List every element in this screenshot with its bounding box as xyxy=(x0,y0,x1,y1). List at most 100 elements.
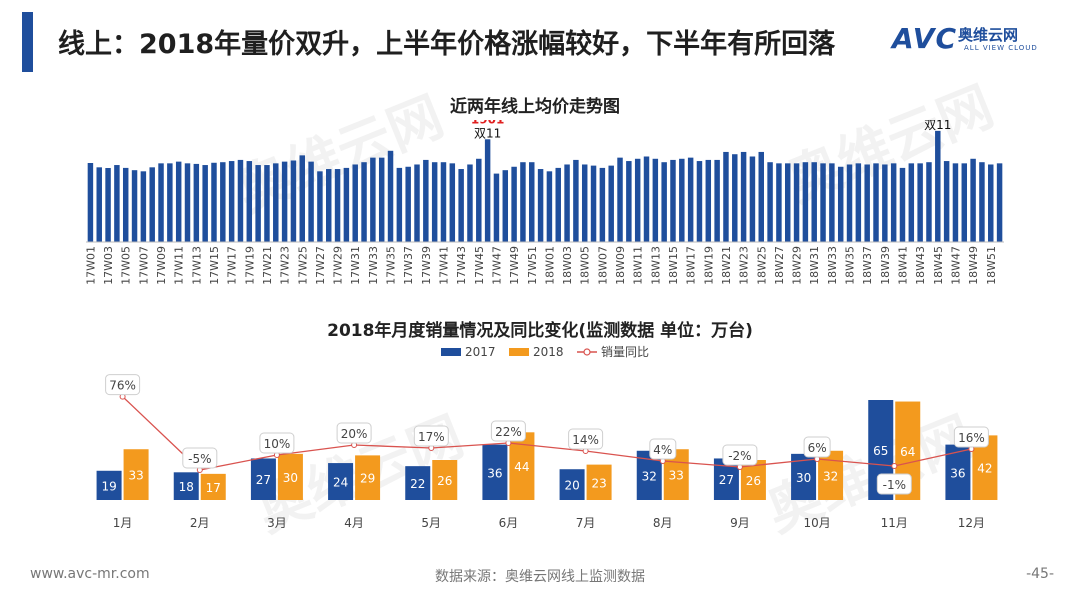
tick-label: 18W31 xyxy=(808,246,821,285)
yoy-label: 22% xyxy=(495,425,522,439)
price-bar xyxy=(431,162,438,242)
price-bar xyxy=(211,162,217,242)
value-label-2018: 33 xyxy=(669,469,684,483)
bar-2017 xyxy=(173,472,199,500)
price-bar xyxy=(290,160,297,242)
tick-label: 17W25 xyxy=(296,246,309,285)
price-bar xyxy=(626,161,632,242)
price-bar xyxy=(740,151,747,242)
bar-2017 xyxy=(96,470,122,500)
value-label-2017: 27 xyxy=(719,473,734,487)
value-label-2017: 32 xyxy=(642,469,657,483)
slide-title: 线上：2018年量价双升，上半年价格涨幅较好，下半年有所回落 xyxy=(58,29,836,60)
value-label-2018: 44 xyxy=(514,460,529,474)
month-label: 1月 xyxy=(113,516,133,530)
value-label-2017: 20 xyxy=(564,479,579,493)
tick-label: 18W41 xyxy=(896,246,909,285)
value-label-2018: 64 xyxy=(900,445,915,459)
yoy-label: 4% xyxy=(653,443,672,457)
tick-label: 18W39 xyxy=(879,246,892,285)
price-bar xyxy=(334,169,341,242)
price-bar xyxy=(749,156,756,242)
yoy-label-box xyxy=(336,422,372,444)
month-label: 3月 xyxy=(267,516,287,530)
price-bar xyxy=(820,163,826,242)
month-label: 12月 xyxy=(958,516,985,530)
price-bar xyxy=(564,164,570,242)
price-bar xyxy=(387,150,394,242)
value-label-2017: 65 xyxy=(873,444,888,458)
value-label-2018: 17 xyxy=(206,481,221,495)
price-bar xyxy=(979,162,985,242)
price-bar xyxy=(255,165,261,242)
price-bar xyxy=(723,151,729,242)
price-bar xyxy=(555,167,561,242)
price-bar xyxy=(237,159,244,242)
month-label: 11月 xyxy=(881,516,908,530)
tick-label: 17W13 xyxy=(190,246,203,285)
price-bar xyxy=(811,162,817,242)
price-bar xyxy=(105,168,111,242)
tick-label: 17W15 xyxy=(208,246,221,285)
tick-label: 17W49 xyxy=(508,246,521,285)
tick-label: 18W11 xyxy=(632,246,645,285)
tick-label: 17W01 xyxy=(84,246,97,285)
yoy-label-box xyxy=(182,447,218,469)
price-bar xyxy=(458,169,464,242)
yoy-line xyxy=(122,396,972,471)
price-bar xyxy=(149,167,155,242)
price-bar xyxy=(864,164,870,242)
tick-label: 17W51 xyxy=(526,246,539,285)
bar-2018 xyxy=(123,449,149,500)
price-bar xyxy=(705,159,712,242)
tick-label: 17W45 xyxy=(473,246,486,285)
yoy-label-box xyxy=(259,432,295,454)
legend-label-2018: 2018 xyxy=(533,345,564,359)
yoy-label-box xyxy=(722,444,758,466)
peak-annotation: 双11 xyxy=(474,126,501,140)
yoy-label: 17% xyxy=(418,430,445,444)
price-bar xyxy=(308,161,314,242)
price-bar xyxy=(634,158,641,242)
monthly-sales-chart: 2017 2018 销量同比 19 33 1月 18 17 2月 27 30 3月 24 29 4月 22 26… xyxy=(96,345,998,530)
yoy-label: 10% xyxy=(264,437,291,451)
price-bar xyxy=(520,162,526,242)
price-bar xyxy=(970,158,976,242)
price-bar xyxy=(617,157,623,242)
yoy-label: 76% xyxy=(109,379,136,393)
price-bar xyxy=(943,161,950,242)
price-bar xyxy=(758,151,764,242)
value-label-2018: 29 xyxy=(360,472,375,486)
price-bar xyxy=(776,163,782,242)
tick-label: 18W45 xyxy=(932,246,945,285)
page-number: -45- xyxy=(1026,566,1054,582)
logo-en-text: ALL VIEW CLOUD xyxy=(964,44,1038,52)
price-bar xyxy=(281,161,288,242)
price-bar xyxy=(696,161,703,242)
bar-2017 xyxy=(559,469,585,500)
tick-label: 18W51 xyxy=(985,246,998,285)
logo-cn-text: 奥维云网 xyxy=(958,26,1019,44)
price-bar xyxy=(829,163,835,242)
chart1-title: 近两年线上均价走势图 xyxy=(450,97,620,117)
value-label-2018: 32 xyxy=(823,469,838,483)
tick-label: 18W49 xyxy=(967,246,980,285)
tick-label: 18W23 xyxy=(738,246,751,285)
price-bar xyxy=(493,173,500,242)
bar-2017 xyxy=(405,466,431,500)
yoy-label-box xyxy=(953,426,989,448)
yoy-label: -1% xyxy=(883,478,906,492)
tick-label: 17W39 xyxy=(420,246,433,285)
tick-label: 17W33 xyxy=(367,246,380,285)
yoy-label-box xyxy=(876,473,912,495)
price-bar xyxy=(326,169,332,242)
value-label-2017: 27 xyxy=(256,473,271,487)
price-bar xyxy=(484,139,491,242)
tick-label: 18W07 xyxy=(596,246,609,285)
price-bar xyxy=(96,167,102,242)
month-label: 2月 xyxy=(190,516,210,530)
price-bar xyxy=(732,154,738,242)
tick-label: 17W23 xyxy=(279,246,292,285)
tick-label: 17W47 xyxy=(490,246,503,285)
price-bar xyxy=(890,163,897,242)
